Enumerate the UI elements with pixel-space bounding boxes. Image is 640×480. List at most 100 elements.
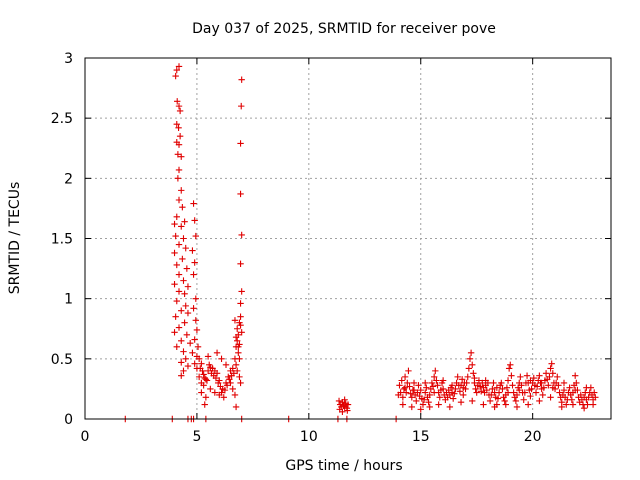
data-point: [192, 295, 199, 302]
data-point: [204, 367, 212, 375]
data-point: [426, 403, 433, 411]
data-point: [173, 261, 180, 269]
y-tick-label: 2.5: [51, 111, 73, 127]
data-point: [174, 98, 181, 105]
x-tick-label: 5: [192, 429, 201, 445]
data-point: [430, 373, 438, 381]
data-point: [516, 386, 523, 394]
data-point: [513, 391, 521, 399]
data-point: [201, 401, 208, 408]
data-point: [174, 175, 182, 182]
data-point: [234, 337, 241, 344]
data-point: [173, 343, 180, 350]
data-point: [542, 370, 550, 377]
data-point: [399, 401, 407, 408]
data-point: [216, 377, 223, 384]
data-points: [122, 63, 599, 423]
data-point: [436, 394, 443, 401]
data-point: [200, 371, 207, 378]
data-point: [207, 385, 214, 393]
data-point: [432, 367, 439, 375]
data-point: [422, 379, 429, 387]
data-point: [238, 329, 245, 336]
data-point: [401, 384, 409, 391]
data-point: [454, 373, 461, 381]
data-point: [540, 384, 548, 391]
data-point: [174, 151, 182, 158]
data-point: [237, 140, 244, 147]
data-point: [548, 360, 555, 367]
data-point: [417, 406, 424, 413]
data-point: [547, 394, 554, 401]
data-point: [536, 372, 543, 379]
data-point: [508, 372, 515, 379]
data-point: [566, 384, 573, 391]
data-point: [235, 343, 242, 350]
data-point: [179, 204, 186, 211]
data-point: [532, 389, 540, 396]
data-point: [554, 373, 561, 381]
data-point: [234, 325, 241, 332]
data-point: [180, 367, 187, 375]
data-point: [410, 379, 418, 387]
x-tick-labels: 0 5 10 15 20: [81, 429, 542, 445]
data-point: [521, 389, 529, 396]
data-point: [430, 389, 438, 396]
data-point: [419, 401, 427, 408]
data-point: [200, 382, 207, 389]
data-point: [191, 360, 198, 367]
data-point: [402, 389, 410, 396]
data-point: [175, 271, 183, 278]
data-point: [227, 379, 234, 387]
x-axis-title: GPS time / hours: [285, 458, 402, 474]
data-point: [405, 367, 412, 375]
data-point: [178, 359, 185, 366]
data-point: [439, 385, 447, 393]
data-point: [415, 382, 422, 389]
data-point: [469, 361, 476, 369]
y-tick-label: 0: [64, 412, 73, 428]
data-point: [184, 283, 192, 290]
data-point: [173, 66, 180, 74]
y-tick-label: 1: [64, 292, 73, 308]
data-point: [490, 379, 497, 387]
data-point: [237, 190, 244, 198]
data-point: [480, 401, 487, 408]
plot-frame: [84, 57, 612, 420]
data-point: [226, 376, 233, 383]
data-point: [527, 392, 534, 400]
data-point: [462, 385, 469, 393]
data-point: [472, 385, 479, 393]
data-point: [176, 133, 184, 140]
data-point: [195, 355, 203, 363]
data-point: [488, 391, 495, 399]
data-point: [435, 401, 442, 408]
data-point: [344, 407, 351, 414]
data-point: [229, 365, 236, 372]
data-point: [533, 383, 541, 390]
data-point: [171, 329, 178, 336]
data-point: [171, 281, 178, 288]
data-point: [524, 401, 532, 408]
data-point: [335, 397, 343, 405]
data-point: [401, 373, 409, 381]
data-point: [546, 373, 553, 381]
data-point: [450, 395, 457, 402]
data-point: [175, 288, 183, 295]
data-point: [410, 386, 418, 394]
data-point: [504, 389, 512, 396]
data-point: [212, 374, 220, 382]
data-point: [555, 382, 562, 389]
data-point: [470, 370, 477, 377]
data-point: [477, 388, 485, 395]
data-point: [458, 376, 466, 383]
data-point: [549, 370, 557, 377]
data-point: [577, 391, 584, 399]
data-point: [505, 365, 513, 372]
data-point: [583, 384, 590, 391]
data-point: [182, 355, 189, 363]
y-tick-label: 3: [64, 51, 73, 67]
data-point: [396, 382, 403, 389]
data-point: [230, 370, 238, 377]
data-point: [518, 382, 525, 389]
